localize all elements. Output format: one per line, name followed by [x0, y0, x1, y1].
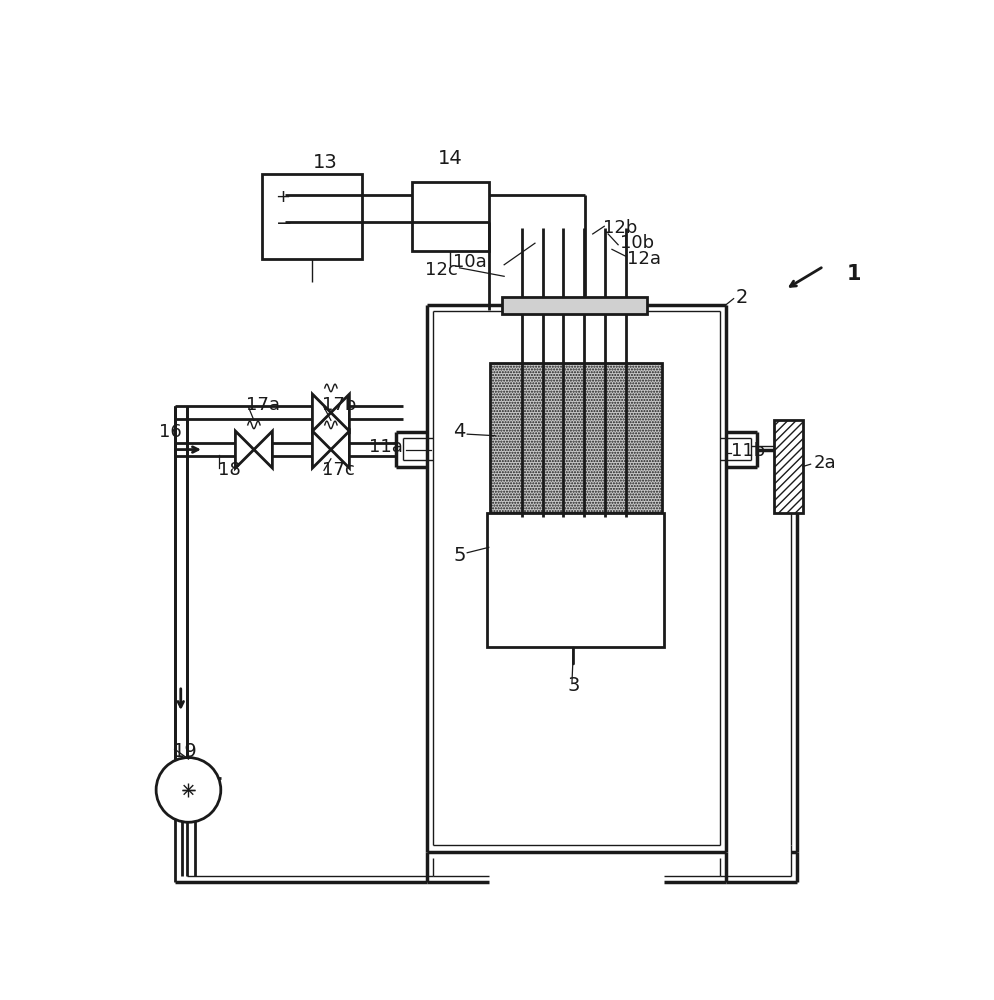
Text: 3: 3	[567, 676, 580, 695]
Bar	[490, 363, 661, 513]
Polygon shape	[331, 431, 349, 468]
Text: 12a: 12a	[627, 250, 661, 268]
Text: 10b: 10b	[619, 234, 653, 252]
Text: 17a: 17a	[246, 396, 280, 414]
Text: 19: 19	[173, 742, 198, 761]
Text: 14: 14	[437, 149, 462, 168]
Bar	[773, 420, 802, 513]
Text: 2a: 2a	[813, 454, 836, 472]
Bar	[312, 431, 349, 468]
Bar	[487, 513, 664, 647]
Text: 17c: 17c	[321, 461, 354, 479]
Text: 12c: 12c	[424, 261, 457, 279]
Bar	[312, 394, 349, 431]
Bar	[261, 174, 362, 259]
Polygon shape	[236, 431, 253, 468]
Text: 2: 2	[735, 288, 746, 307]
Text: 1: 1	[846, 264, 861, 284]
Text: −: −	[275, 214, 291, 233]
Bar	[426, 852, 488, 882]
Circle shape	[156, 758, 221, 822]
Polygon shape	[331, 394, 349, 431]
Text: 11b: 11b	[731, 442, 764, 460]
Text: 18: 18	[218, 461, 241, 479]
Bar	[433, 311, 719, 845]
Bar	[664, 852, 726, 882]
Bar	[501, 297, 646, 314]
Bar	[412, 182, 488, 251]
Polygon shape	[312, 431, 331, 468]
Polygon shape	[253, 431, 272, 468]
Bar	[396, 432, 426, 466]
Text: 12b: 12b	[602, 219, 636, 237]
Text: 5: 5	[452, 546, 465, 565]
Text: 17b: 17b	[321, 396, 356, 414]
Bar	[236, 431, 272, 468]
Text: 4: 4	[453, 422, 465, 441]
Polygon shape	[312, 394, 331, 431]
Text: 13: 13	[312, 153, 337, 172]
Text: 11a: 11a	[368, 438, 403, 456]
Bar	[726, 432, 756, 466]
Text: +: +	[275, 188, 290, 206]
Text: 10a: 10a	[453, 253, 487, 271]
Text: 16: 16	[159, 423, 182, 441]
